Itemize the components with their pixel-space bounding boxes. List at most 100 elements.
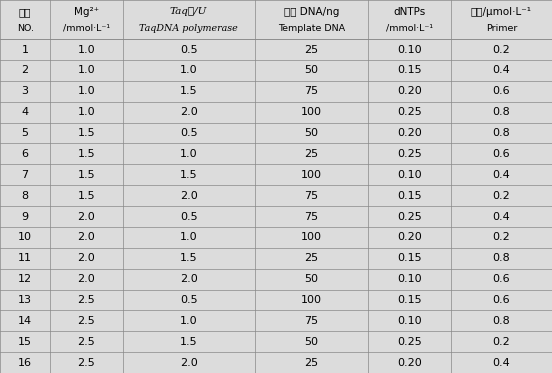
- Bar: [123, 206, 254, 227]
- Text: 1.0: 1.0: [180, 66, 198, 75]
- Text: 14: 14: [18, 316, 32, 326]
- Text: 3: 3: [22, 86, 29, 96]
- Bar: [0, 81, 50, 102]
- Text: 50: 50: [304, 66, 319, 75]
- Text: 25: 25: [304, 253, 319, 263]
- Bar: [368, 39, 451, 60]
- Text: 2.0: 2.0: [78, 253, 95, 263]
- Text: 50: 50: [304, 337, 319, 347]
- Bar: [254, 144, 368, 164]
- Bar: [50, 352, 123, 373]
- Text: 2.0: 2.0: [180, 274, 198, 284]
- Text: 0.15: 0.15: [397, 253, 422, 263]
- Bar: [123, 39, 254, 60]
- Text: /mmol·L⁻¹: /mmol·L⁻¹: [386, 24, 433, 33]
- Text: 50: 50: [304, 274, 319, 284]
- Text: 0.4: 0.4: [492, 211, 510, 222]
- Text: 25: 25: [304, 149, 319, 159]
- Bar: [368, 227, 451, 248]
- Bar: [451, 331, 552, 352]
- Text: 100: 100: [301, 107, 322, 117]
- Bar: [451, 0, 552, 39]
- Bar: [368, 269, 451, 289]
- Bar: [254, 102, 368, 123]
- Bar: [50, 331, 123, 352]
- Bar: [451, 269, 552, 289]
- Text: 0.2: 0.2: [492, 45, 510, 54]
- Text: 0.4: 0.4: [492, 170, 510, 180]
- Bar: [368, 185, 451, 206]
- Text: 2.0: 2.0: [180, 191, 198, 201]
- Text: 2.0: 2.0: [78, 211, 95, 222]
- Text: 0.6: 0.6: [492, 295, 510, 305]
- Text: 4: 4: [22, 107, 29, 117]
- Bar: [254, 164, 368, 185]
- Text: 0.10: 0.10: [397, 274, 422, 284]
- Bar: [451, 227, 552, 248]
- Text: 1.0: 1.0: [180, 149, 198, 159]
- Text: 0.4: 0.4: [492, 66, 510, 75]
- Text: 0.25: 0.25: [397, 107, 422, 117]
- Bar: [123, 185, 254, 206]
- Bar: [123, 248, 254, 269]
- Bar: [50, 206, 123, 227]
- Text: 0.8: 0.8: [492, 316, 510, 326]
- Bar: [368, 206, 451, 227]
- Bar: [123, 352, 254, 373]
- Text: 0.10: 0.10: [397, 45, 422, 54]
- Bar: [254, 60, 368, 81]
- Bar: [254, 123, 368, 144]
- Bar: [368, 102, 451, 123]
- Text: 0.4: 0.4: [492, 358, 510, 367]
- Text: 1.0: 1.0: [78, 45, 95, 54]
- Text: 13: 13: [18, 295, 32, 305]
- Text: 模板 DNA/ng: 模板 DNA/ng: [284, 7, 339, 17]
- Text: 2.0: 2.0: [78, 232, 95, 242]
- Text: 1.5: 1.5: [180, 170, 198, 180]
- Bar: [254, 0, 368, 39]
- Bar: [451, 248, 552, 269]
- Bar: [451, 164, 552, 185]
- Bar: [123, 60, 254, 81]
- Text: 0.20: 0.20: [397, 86, 422, 96]
- Bar: [0, 206, 50, 227]
- Text: 0.15: 0.15: [397, 191, 422, 201]
- Text: TaqDNA polymerase: TaqDNA polymerase: [139, 24, 238, 33]
- Text: 75: 75: [304, 86, 319, 96]
- Text: Taq酶/U: Taq酶/U: [170, 7, 208, 16]
- Bar: [50, 0, 123, 39]
- Text: 9: 9: [22, 211, 29, 222]
- Text: 1.0: 1.0: [78, 86, 95, 96]
- Bar: [0, 352, 50, 373]
- Text: 25: 25: [304, 358, 319, 367]
- Text: Template DNA: Template DNA: [278, 24, 345, 33]
- Bar: [50, 185, 123, 206]
- Text: 1.0: 1.0: [180, 232, 198, 242]
- Text: 0.20: 0.20: [397, 232, 422, 242]
- Bar: [451, 102, 552, 123]
- Text: 0.6: 0.6: [492, 274, 510, 284]
- Text: 0.2: 0.2: [492, 191, 510, 201]
- Text: 1.0: 1.0: [180, 316, 198, 326]
- Bar: [368, 164, 451, 185]
- Text: 0.15: 0.15: [397, 66, 422, 75]
- Bar: [50, 102, 123, 123]
- Text: 0.8: 0.8: [492, 128, 510, 138]
- Text: 2.5: 2.5: [78, 295, 95, 305]
- Bar: [254, 206, 368, 227]
- Text: 12: 12: [18, 274, 32, 284]
- Text: 1: 1: [22, 45, 29, 54]
- Bar: [50, 123, 123, 144]
- Text: 75: 75: [304, 211, 319, 222]
- Text: 0.2: 0.2: [492, 337, 510, 347]
- Text: 2.5: 2.5: [78, 358, 95, 367]
- Bar: [254, 352, 368, 373]
- Text: 1.5: 1.5: [180, 253, 198, 263]
- Bar: [254, 289, 368, 310]
- Text: dNTPs: dNTPs: [393, 7, 426, 17]
- Text: 50: 50: [304, 128, 319, 138]
- Bar: [50, 310, 123, 331]
- Bar: [0, 227, 50, 248]
- Bar: [0, 289, 50, 310]
- Text: 2.0: 2.0: [180, 358, 198, 367]
